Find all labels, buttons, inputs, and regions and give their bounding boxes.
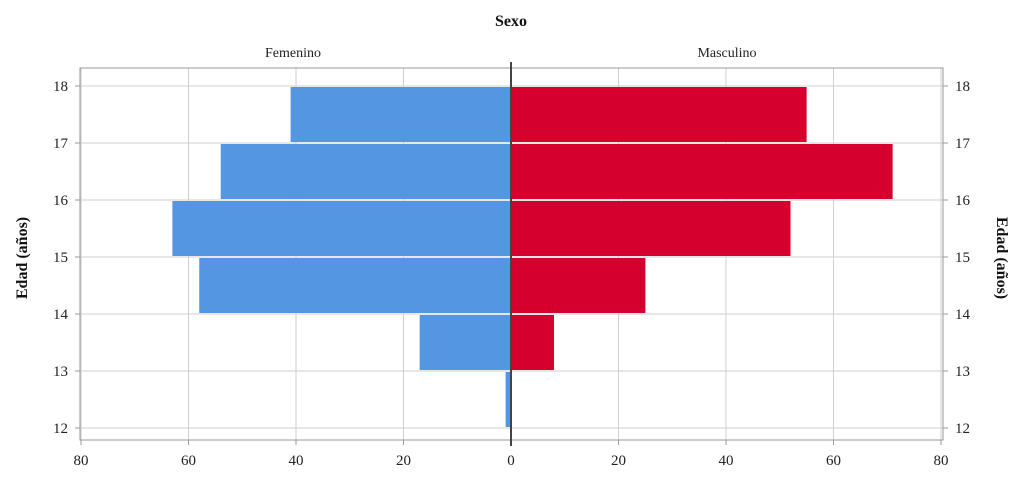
y-tick-label-left: 17: [53, 136, 69, 152]
bar-masculino: [511, 144, 893, 199]
labels-layer: 80 60 40 20 0 20 40 60 80 12 12 13 13 14 14 15 15 16 16 17 1…: [53, 79, 971, 469]
bar-femenino: [290, 87, 511, 142]
frame-layer: [75, 62, 948, 446]
bar-femenino: [505, 372, 511, 427]
bar-femenino: [199, 258, 511, 313]
y-tick-label-left: 13: [53, 364, 68, 380]
bar-masculino: [511, 201, 791, 256]
bar-masculino: [511, 258, 646, 313]
y-tick-label-right: 13: [955, 364, 970, 380]
y-axis-title-left: Edad (años): [14, 217, 31, 299]
bars-layer: [172, 87, 893, 427]
legend-masculino-label: Masculino: [697, 46, 756, 61]
bar-femenino: [172, 201, 511, 256]
y-tick-label-left: 16: [53, 193, 69, 209]
y-axis-title-right: Edad (años): [993, 217, 1010, 299]
x-tick-label: 20: [611, 453, 626, 469]
y-tick-label-right: 15: [955, 250, 970, 266]
bar-femenino: [419, 315, 511, 370]
x-tick-label: 20: [396, 453, 411, 469]
chart-title: Sexo: [495, 13, 527, 30]
x-tick-label: 80: [74, 453, 89, 469]
x-tick-label: 80: [934, 453, 949, 469]
y-tick-label-left: 14: [53, 307, 69, 323]
bar-masculino: [511, 87, 807, 142]
y-tick-label-left: 18: [53, 79, 68, 95]
bar-femenino: [220, 144, 511, 199]
x-tick-label: 60: [181, 453, 196, 469]
bar-masculino: [511, 315, 554, 370]
x-tick-label: 40: [289, 453, 304, 469]
y-tick-label-right: 12: [955, 421, 970, 437]
legend-femenino-label: Femenino: [265, 46, 321, 61]
x-tick-label: 60: [826, 453, 841, 469]
y-tick-label-left: 12: [53, 421, 68, 437]
y-tick-label-right: 16: [955, 193, 971, 209]
x-tick-label: 40: [719, 453, 734, 469]
y-tick-label-right: 18: [955, 79, 970, 95]
y-tick-label-right: 14: [955, 307, 971, 323]
x-tick-label: 0: [507, 453, 515, 469]
y-tick-label-right: 17: [955, 136, 971, 152]
y-tick-label-left: 15: [53, 250, 68, 266]
